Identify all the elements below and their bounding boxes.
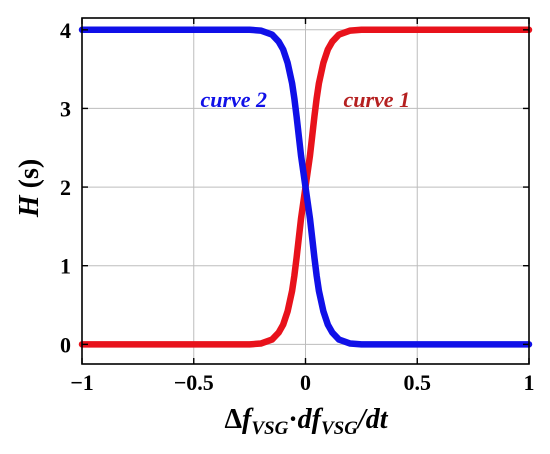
y-axis-symbol: H <box>14 194 45 218</box>
x-axis-label: ΔfVSG·dfVSG/dt <box>224 404 388 439</box>
x-axis-label-part: f <box>242 404 254 435</box>
y-axis-unit: (s) <box>14 159 45 196</box>
series-line-2 <box>78 26 533 348</box>
x-axis-label-part: VSG <box>321 418 358 439</box>
y-tick-label: 3 <box>60 96 71 121</box>
x-tick-label: 0.5 <box>404 370 432 395</box>
y-axis-label: H (s) <box>14 159 45 218</box>
series-label: curve 2 <box>200 87 267 112</box>
series-layer <box>78 26 533 348</box>
x-axis-label-part: /dt <box>356 404 389 435</box>
x-tick-label: −0.5 <box>174 370 214 395</box>
y-tick-label: 0 <box>60 332 71 357</box>
y-tick-label: 4 <box>60 18 71 43</box>
tick-layer: −1 −0.5 0 0.5 1 0 1 2 3 4 <box>60 18 535 395</box>
x-tick-label: −1 <box>70 370 94 395</box>
x-tick-label: 1 <box>524 370 535 395</box>
y-tick-label: 1 <box>60 254 71 279</box>
y-tick-label: 2 <box>60 175 71 200</box>
x-axis-label-part: · <box>288 404 297 435</box>
series-label: curve 1 <box>343 87 410 112</box>
x-tick-label: 0 <box>300 370 311 395</box>
annotation-layer: curve 2 curve 1 <box>200 87 410 112</box>
x-axis-delta: Δ <box>224 404 242 435</box>
x-axis-label-part: df <box>298 404 324 435</box>
x-axis-label-part: VSG <box>251 418 288 439</box>
